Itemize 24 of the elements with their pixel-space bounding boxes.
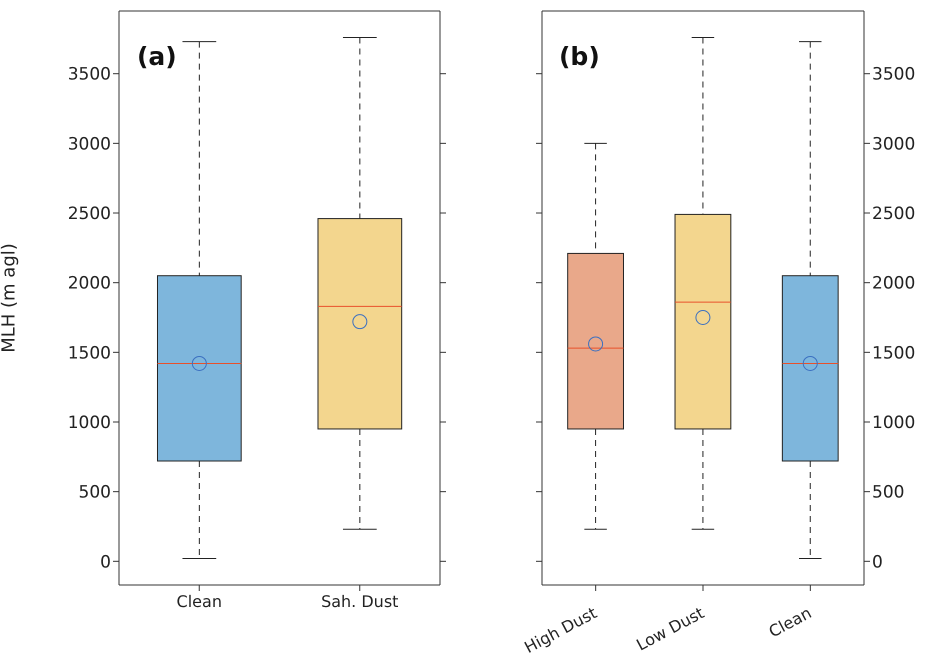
annotation: (a) bbox=[137, 42, 177, 71]
annotation: (b) bbox=[559, 42, 600, 71]
y-tick-label: 0 bbox=[100, 552, 111, 572]
y2-tick-label: 3000 bbox=[872, 134, 916, 154]
y2-tick-label: 1000 bbox=[872, 413, 916, 434]
y-tick-label: 3500 bbox=[68, 64, 111, 85]
y-tick-label: 1000 bbox=[68, 413, 111, 434]
x-tick-label: Clean bbox=[176, 592, 222, 611]
y-tick-label: 2500 bbox=[68, 204, 111, 224]
y2-tick-label: 2000 bbox=[872, 274, 916, 294]
y2-tick-label: 2500 bbox=[872, 204, 916, 224]
x-tick-label: Clean bbox=[766, 603, 815, 642]
y-tick-label: 1500 bbox=[68, 343, 111, 364]
y-tick-label: 2000 bbox=[68, 274, 111, 294]
x-tick-label: Low Dust bbox=[633, 603, 708, 655]
y-axis-title: MLH (m agl) bbox=[0, 243, 20, 353]
y-tick-label: 3000 bbox=[68, 134, 111, 154]
y2-tick-label: 500 bbox=[872, 482, 904, 503]
x-tick-label: High Dust bbox=[521, 603, 600, 657]
y-tick-label: 500 bbox=[78, 482, 111, 503]
y2-tick-label: 0 bbox=[872, 552, 883, 572]
y2-tick-label: 3500 bbox=[872, 64, 916, 85]
y2-tick-label: 1500 bbox=[872, 343, 916, 364]
x-tick-label: Sah. Dust bbox=[321, 592, 398, 611]
